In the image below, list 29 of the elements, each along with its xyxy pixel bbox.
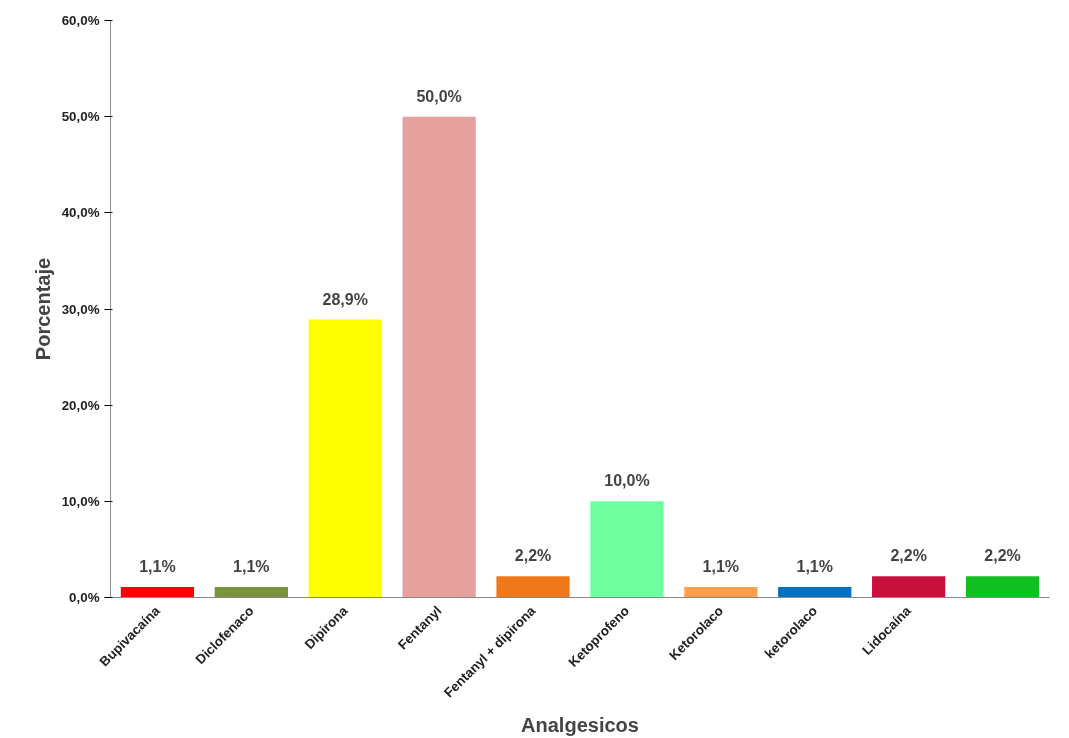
data-label: 2,2% <box>984 547 1021 565</box>
data-label: 28,9% <box>322 290 368 308</box>
data-label: 2,2% <box>514 547 552 565</box>
bar <box>120 586 195 598</box>
bar <box>684 586 758 598</box>
bar <box>402 116 476 598</box>
y-tick-label: 30,0% <box>61 301 100 317</box>
y-tick-label: 60,0% <box>61 13 100 28</box>
data-label: 1,1% <box>139 557 176 575</box>
bar <box>590 501 664 598</box>
y-tick-label: 50,0% <box>61 109 100 125</box>
data-label: 1,1% <box>233 557 270 575</box>
data-label: 10,0% <box>604 472 650 490</box>
data-label: 1,1% <box>702 557 740 575</box>
data-label: 50,0% <box>416 87 462 105</box>
y-tick-label: 40,0% <box>61 205 100 221</box>
y-axis-title: Porcentaje <box>31 257 54 361</box>
bar <box>214 586 288 598</box>
bar <box>496 576 570 598</box>
bar <box>778 586 852 598</box>
y-tick-label: 10,0% <box>61 493 100 509</box>
bar <box>308 319 382 598</box>
data-label: 1,1% <box>796 557 833 575</box>
y-tick-label: 20,0% <box>61 397 100 413</box>
bar <box>872 576 946 598</box>
y-tick-label: 0,0% <box>69 590 100 605</box>
bar <box>965 576 1040 598</box>
data-label: 2,2% <box>890 547 927 565</box>
x-axis-title: Analgesicos <box>521 713 639 736</box>
